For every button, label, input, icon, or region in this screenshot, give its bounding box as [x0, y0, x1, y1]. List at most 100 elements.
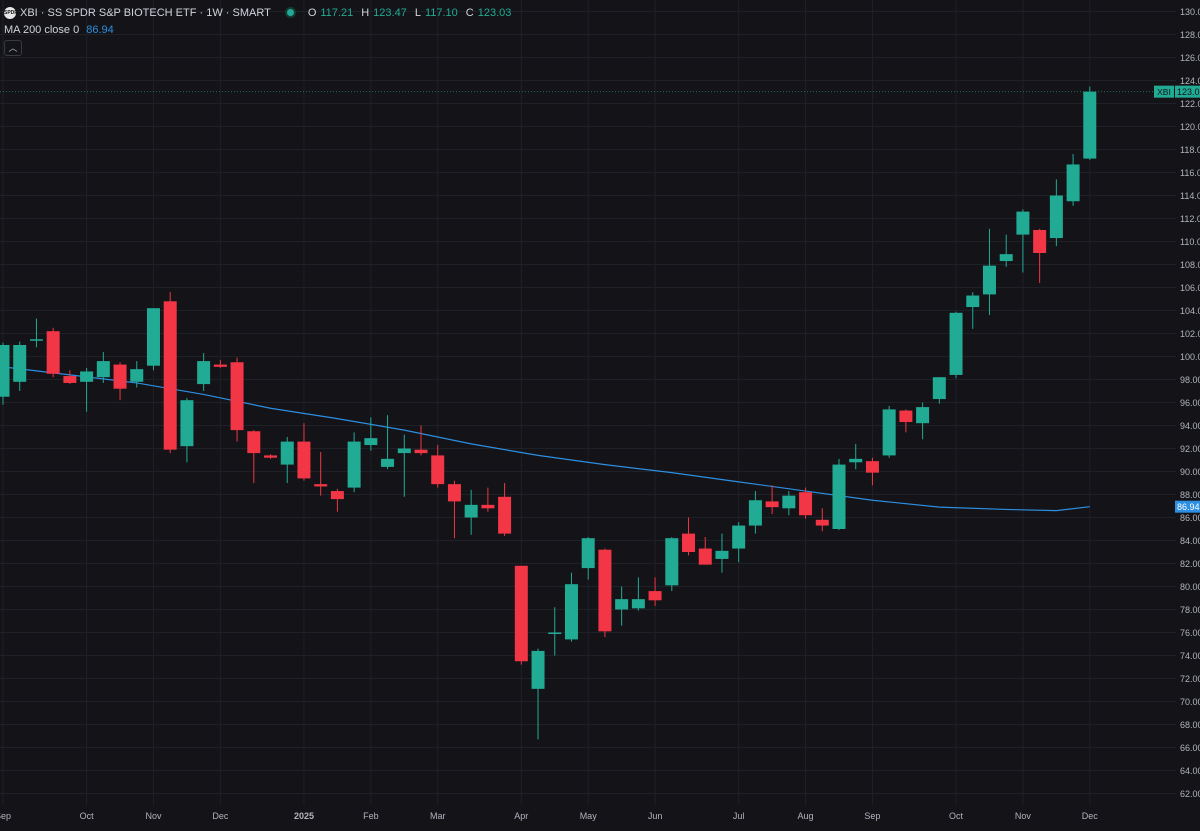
candle: [1083, 86, 1097, 160]
price-tick-label: 112.00: [1180, 214, 1200, 224]
candle-body: [732, 525, 746, 549]
low-label: L: [414, 6, 421, 19]
time-axis[interactable]: [0, 805, 1176, 831]
indicator-legend-row[interactable]: MA 200 close 0 86.94: [4, 21, 515, 38]
price-tick-label: 110.00: [1180, 237, 1200, 247]
candle-body: [314, 484, 328, 487]
symbol-legend-row[interactable]: SPDR XBI · SS SPDR S&P BIOTECH ETF · 1W …: [4, 4, 515, 21]
price-tick-label: 86.00: [1180, 513, 1200, 523]
candle: [949, 311, 963, 379]
candle: [247, 430, 261, 483]
time-tick-label: Sep: [864, 811, 880, 821]
candle-body: [799, 492, 813, 516]
price-tick-label: 88.00: [1180, 490, 1200, 500]
candle-body: [564, 584, 578, 640]
candle: [0, 342, 10, 405]
time-tick-label: Jul: [733, 811, 745, 821]
price-tick-label: 108.00: [1180, 260, 1200, 270]
market-status-icon[interactable]: [284, 7, 296, 18]
price-tick-label: 66.00: [1180, 743, 1200, 753]
price-tick-label: 82.00: [1180, 559, 1200, 569]
chart-legend: SPDR XBI · SS SPDR S&P BIOTECH ETF · 1W …: [4, 4, 515, 56]
candle-body: [230, 362, 244, 431]
candle: [715, 533, 729, 573]
candle-body: [966, 295, 980, 308]
candle: [916, 402, 930, 440]
candle-body: [832, 464, 846, 529]
candle: [163, 292, 177, 454]
price-tick-label: 130.00: [1180, 7, 1200, 17]
candle: [966, 292, 980, 329]
time-tick-label: Jun: [648, 811, 663, 821]
candle: [29, 318, 43, 348]
symbol-title[interactable]: XBI · SS SPDR S&P BIOTECH ETF · 1W · SMA…: [20, 6, 271, 19]
price-tick-label: 114.00: [1180, 191, 1200, 201]
price-axis-labels: 62.00 64.00 66.00 68.00 70.00 72.00 74.00 76.00…: [1180, 7, 1200, 799]
candle: [815, 508, 829, 532]
candle: [999, 234, 1013, 267]
candle: [431, 445, 445, 488]
time-tick-label: 2025: [294, 811, 314, 821]
candle: [364, 417, 378, 451]
price-tick-label: 116.00: [1180, 168, 1200, 178]
candle-body: [197, 361, 211, 385]
candle-body: [397, 448, 411, 454]
candle-body: [715, 550, 729, 559]
price-axis[interactable]: [1176, 0, 1200, 831]
price-tick-label: 92.00: [1180, 444, 1200, 454]
candle: [732, 522, 746, 563]
candle-body: [815, 519, 829, 526]
candle: [96, 351, 110, 383]
ma-indicator-value: 86.94: [86, 23, 114, 36]
price-tick-label: 90.00: [1180, 467, 1200, 477]
candle-body: [63, 376, 77, 383]
price-tick-label: 98.00: [1180, 375, 1200, 385]
candle: [1066, 154, 1080, 206]
candle: [381, 415, 395, 470]
candle: [130, 361, 144, 388]
candle-body: [80, 371, 94, 382]
candle: [13, 341, 27, 391]
candle: [230, 357, 244, 442]
price-tick-label: 64.00: [1180, 766, 1200, 776]
time-tick-label: Oct: [80, 811, 95, 821]
price-tick-label: 68.00: [1180, 720, 1200, 730]
axis-tags: XBI 123.03 86.94: [1154, 85, 1200, 513]
candle-body: [1066, 164, 1080, 202]
price-tick-label: 84.00: [1180, 536, 1200, 546]
candle: [799, 487, 813, 519]
candle: [615, 586, 629, 626]
time-tick-label: Nov: [145, 811, 162, 821]
candle-body: [899, 410, 913, 423]
price-tick-label: 76.00: [1180, 628, 1200, 638]
ma-tag: [1175, 500, 1200, 513]
candle-body: [1049, 195, 1063, 239]
candle-body: [464, 504, 478, 518]
price-tick-label: 106.00: [1180, 283, 1200, 293]
candle: [180, 397, 194, 463]
candle: [347, 432, 361, 493]
price-tick-label: 70.00: [1180, 697, 1200, 707]
candle-body: [381, 458, 395, 467]
candle: [698, 537, 712, 565]
candle-body: [414, 449, 428, 454]
collapse-legend-button[interactable]: ︿: [4, 40, 22, 56]
candle: [865, 457, 879, 486]
candle: [682, 517, 696, 556]
candle-body: [330, 491, 344, 500]
candle-body: [0, 345, 10, 397]
price-tick-label: 100.00: [1180, 352, 1200, 362]
open-label: O: [307, 6, 317, 19]
symbol-tag-label: XBI: [1157, 87, 1171, 97]
chevron-up-icon: ︿: [8, 43, 18, 53]
ma-indicator-label[interactable]: MA 200 close 0: [4, 23, 80, 36]
candle-body: [297, 441, 311, 479]
candle: [564, 572, 578, 642]
candle-body: [865, 461, 879, 473]
candle-body: [949, 312, 963, 375]
candle-body: [581, 538, 595, 569]
candle: [899, 409, 913, 433]
candle: [832, 458, 846, 531]
candle-body: [431, 455, 445, 485]
